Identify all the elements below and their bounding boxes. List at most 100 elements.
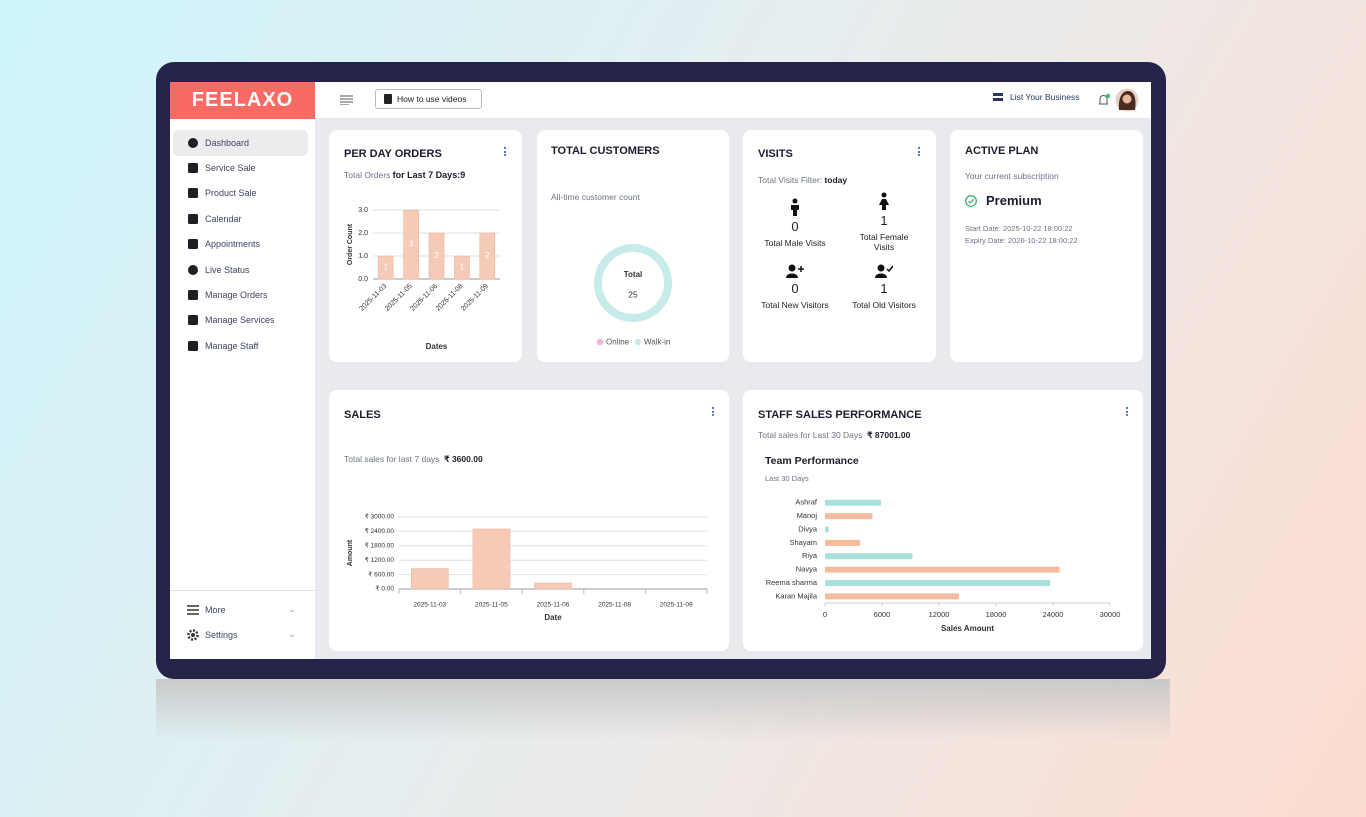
visits-card: VISITS Total Visits Filter: today 0 Total… bbox=[743, 130, 936, 362]
x-tick-label: 18000 bbox=[986, 610, 1007, 619]
center-value: 25 bbox=[628, 289, 638, 299]
subtitle-value: for Last 7 Days:9 bbox=[392, 170, 466, 180]
card-title: VISITS bbox=[758, 148, 793, 160]
filter-label: Total Visits Filter: bbox=[758, 175, 823, 185]
y-tick-label: ₹ 3000.00 bbox=[365, 513, 395, 521]
icon bbox=[188, 213, 198, 224]
how-to-button[interactable]: How to use videos bbox=[375, 89, 482, 109]
nav-item[interactable]: Manage Orders bbox=[173, 282, 308, 307]
data-label: 3 bbox=[409, 240, 414, 249]
card-title: SALES bbox=[344, 409, 381, 421]
data-label: 1 bbox=[460, 263, 465, 272]
y-tick-label: 0.0 bbox=[358, 276, 368, 283]
card-menu[interactable] bbox=[712, 407, 715, 418]
chevron: ⌄ bbox=[288, 629, 296, 639]
stat: 1 Total Old Visitors bbox=[839, 264, 929, 310]
orders-card: PER DAY ORDERS Total Orders for Last 7 D… bbox=[329, 130, 522, 362]
x-tick-label: 2025-11-05 bbox=[475, 602, 508, 609]
bar bbox=[377, 255, 394, 280]
icon bbox=[188, 162, 198, 173]
stat-value: 1 bbox=[880, 281, 888, 296]
card-menu[interactable] bbox=[1126, 407, 1129, 418]
bar bbox=[825, 526, 829, 533]
icon bbox=[993, 93, 1003, 101]
filter-value: today bbox=[824, 175, 848, 185]
nav-item[interactable]: Dashboard bbox=[173, 130, 308, 155]
nav-item[interactable]: Service Sale bbox=[173, 155, 308, 180]
nav-item[interactable]: Calendar bbox=[173, 206, 308, 231]
bar bbox=[825, 539, 861, 546]
menu-toggle[interactable] bbox=[340, 95, 353, 105]
bar bbox=[825, 513, 873, 520]
subtitle-text: Total sales for last 7 days bbox=[344, 454, 440, 464]
x-axis-label: Date bbox=[544, 613, 562, 622]
icon bbox=[875, 264, 894, 278]
nav-label: Manage Staff bbox=[205, 340, 259, 351]
stat: 0 Total New Visitors bbox=[750, 264, 840, 310]
center-label: Total bbox=[624, 270, 643, 279]
bar bbox=[403, 209, 419, 280]
bar bbox=[479, 232, 496, 280]
icon bbox=[187, 604, 199, 615]
icon bbox=[188, 239, 198, 250]
data-label: 1 bbox=[383, 263, 388, 272]
icon bbox=[791, 198, 799, 216]
stat-label: Total New Visitors bbox=[761, 300, 829, 310]
sales-card: SALES Total sales for last 7 days ₹ 3600… bbox=[329, 390, 729, 651]
nav-item[interactable]: Product Sale bbox=[173, 181, 308, 206]
customers-card: TOTAL CUSTOMERS All-time customer count … bbox=[537, 130, 729, 362]
y-tick-label: ₹ 0.00 bbox=[375, 585, 394, 593]
card-subtitle: Total sales for last 7 days ₹ 3600.00 bbox=[344, 454, 483, 465]
chart: Total 25 Online Walk-in bbox=[594, 244, 672, 347]
y-tick-label: Shayam bbox=[789, 538, 817, 547]
stat-label: Total Male Visits bbox=[764, 238, 826, 248]
list-business[interactable]: List Your Business bbox=[993, 92, 1079, 102]
legend-swatch bbox=[596, 338, 604, 346]
bar bbox=[411, 568, 449, 590]
reflection bbox=[156, 679, 1170, 741]
avatar[interactable] bbox=[1115, 88, 1139, 112]
nav-label: Product Sale bbox=[205, 188, 257, 199]
card-menu[interactable] bbox=[504, 147, 507, 158]
icon bbox=[786, 264, 804, 278]
plan-label: Premium bbox=[986, 193, 1042, 208]
nav-more[interactable]: More ⌄ bbox=[173, 597, 308, 622]
expiry-date: Expiry Date: 2026-10-22 18:00:22 bbox=[965, 236, 1078, 245]
y-axis-label: Order Count bbox=[347, 223, 354, 265]
nav-label: Calendar bbox=[205, 213, 242, 224]
y-tick-label: Navya bbox=[796, 565, 818, 574]
stat: 0 Total Male Visits bbox=[750, 198, 840, 248]
x-axis-label: Sales Amount bbox=[941, 624, 994, 633]
header: How to use videos List Your Business bbox=[315, 82, 1151, 119]
nav-item[interactable]: Appointments bbox=[173, 232, 308, 257]
chart: ₹ 0.00 ₹ 600.00 ₹ 1200.00 ₹ 1800.00 ₹ 2400.0… bbox=[347, 513, 708, 622]
notifications[interactable] bbox=[1097, 93, 1111, 107]
nav-item[interactable]: Live Status bbox=[173, 257, 308, 282]
nav-label: More bbox=[205, 604, 226, 615]
nav-item[interactable]: Manage Staff bbox=[173, 333, 308, 358]
card-menu[interactable] bbox=[918, 147, 921, 158]
start-date: Start Date: 2025-10-22 18:00:22 bbox=[965, 224, 1073, 233]
logo[interactable]: FEELAXO bbox=[170, 82, 315, 119]
x-tick-label: 0 bbox=[823, 610, 827, 619]
y-tick-label: 2.0 bbox=[358, 230, 368, 237]
legend-label: Walk-in bbox=[644, 338, 670, 347]
nav-settings[interactable]: Settings ⌄ bbox=[173, 622, 308, 647]
sidebar: Dashboard Service Sale Product Sale Calenda… bbox=[170, 119, 315, 659]
y-tick-label: 1.0 bbox=[358, 253, 368, 260]
x-tick-label: 2025-11-06 bbox=[537, 602, 570, 609]
icon bbox=[188, 340, 198, 351]
y-axis-label: Amount bbox=[347, 539, 354, 566]
y-tick-label: Manoj bbox=[797, 511, 818, 520]
nav-label: Dashboard bbox=[205, 137, 250, 148]
nav-label: Manage Services bbox=[205, 315, 275, 326]
legend-swatch bbox=[634, 338, 642, 346]
stat-value: 0 bbox=[791, 281, 799, 296]
bar bbox=[454, 255, 470, 280]
bar bbox=[825, 566, 1060, 573]
nav-label: Service Sale bbox=[205, 162, 256, 173]
nav-item[interactable]: Manage Services bbox=[173, 308, 308, 333]
y-tick-label: ₹ 2400.00 bbox=[365, 527, 395, 535]
